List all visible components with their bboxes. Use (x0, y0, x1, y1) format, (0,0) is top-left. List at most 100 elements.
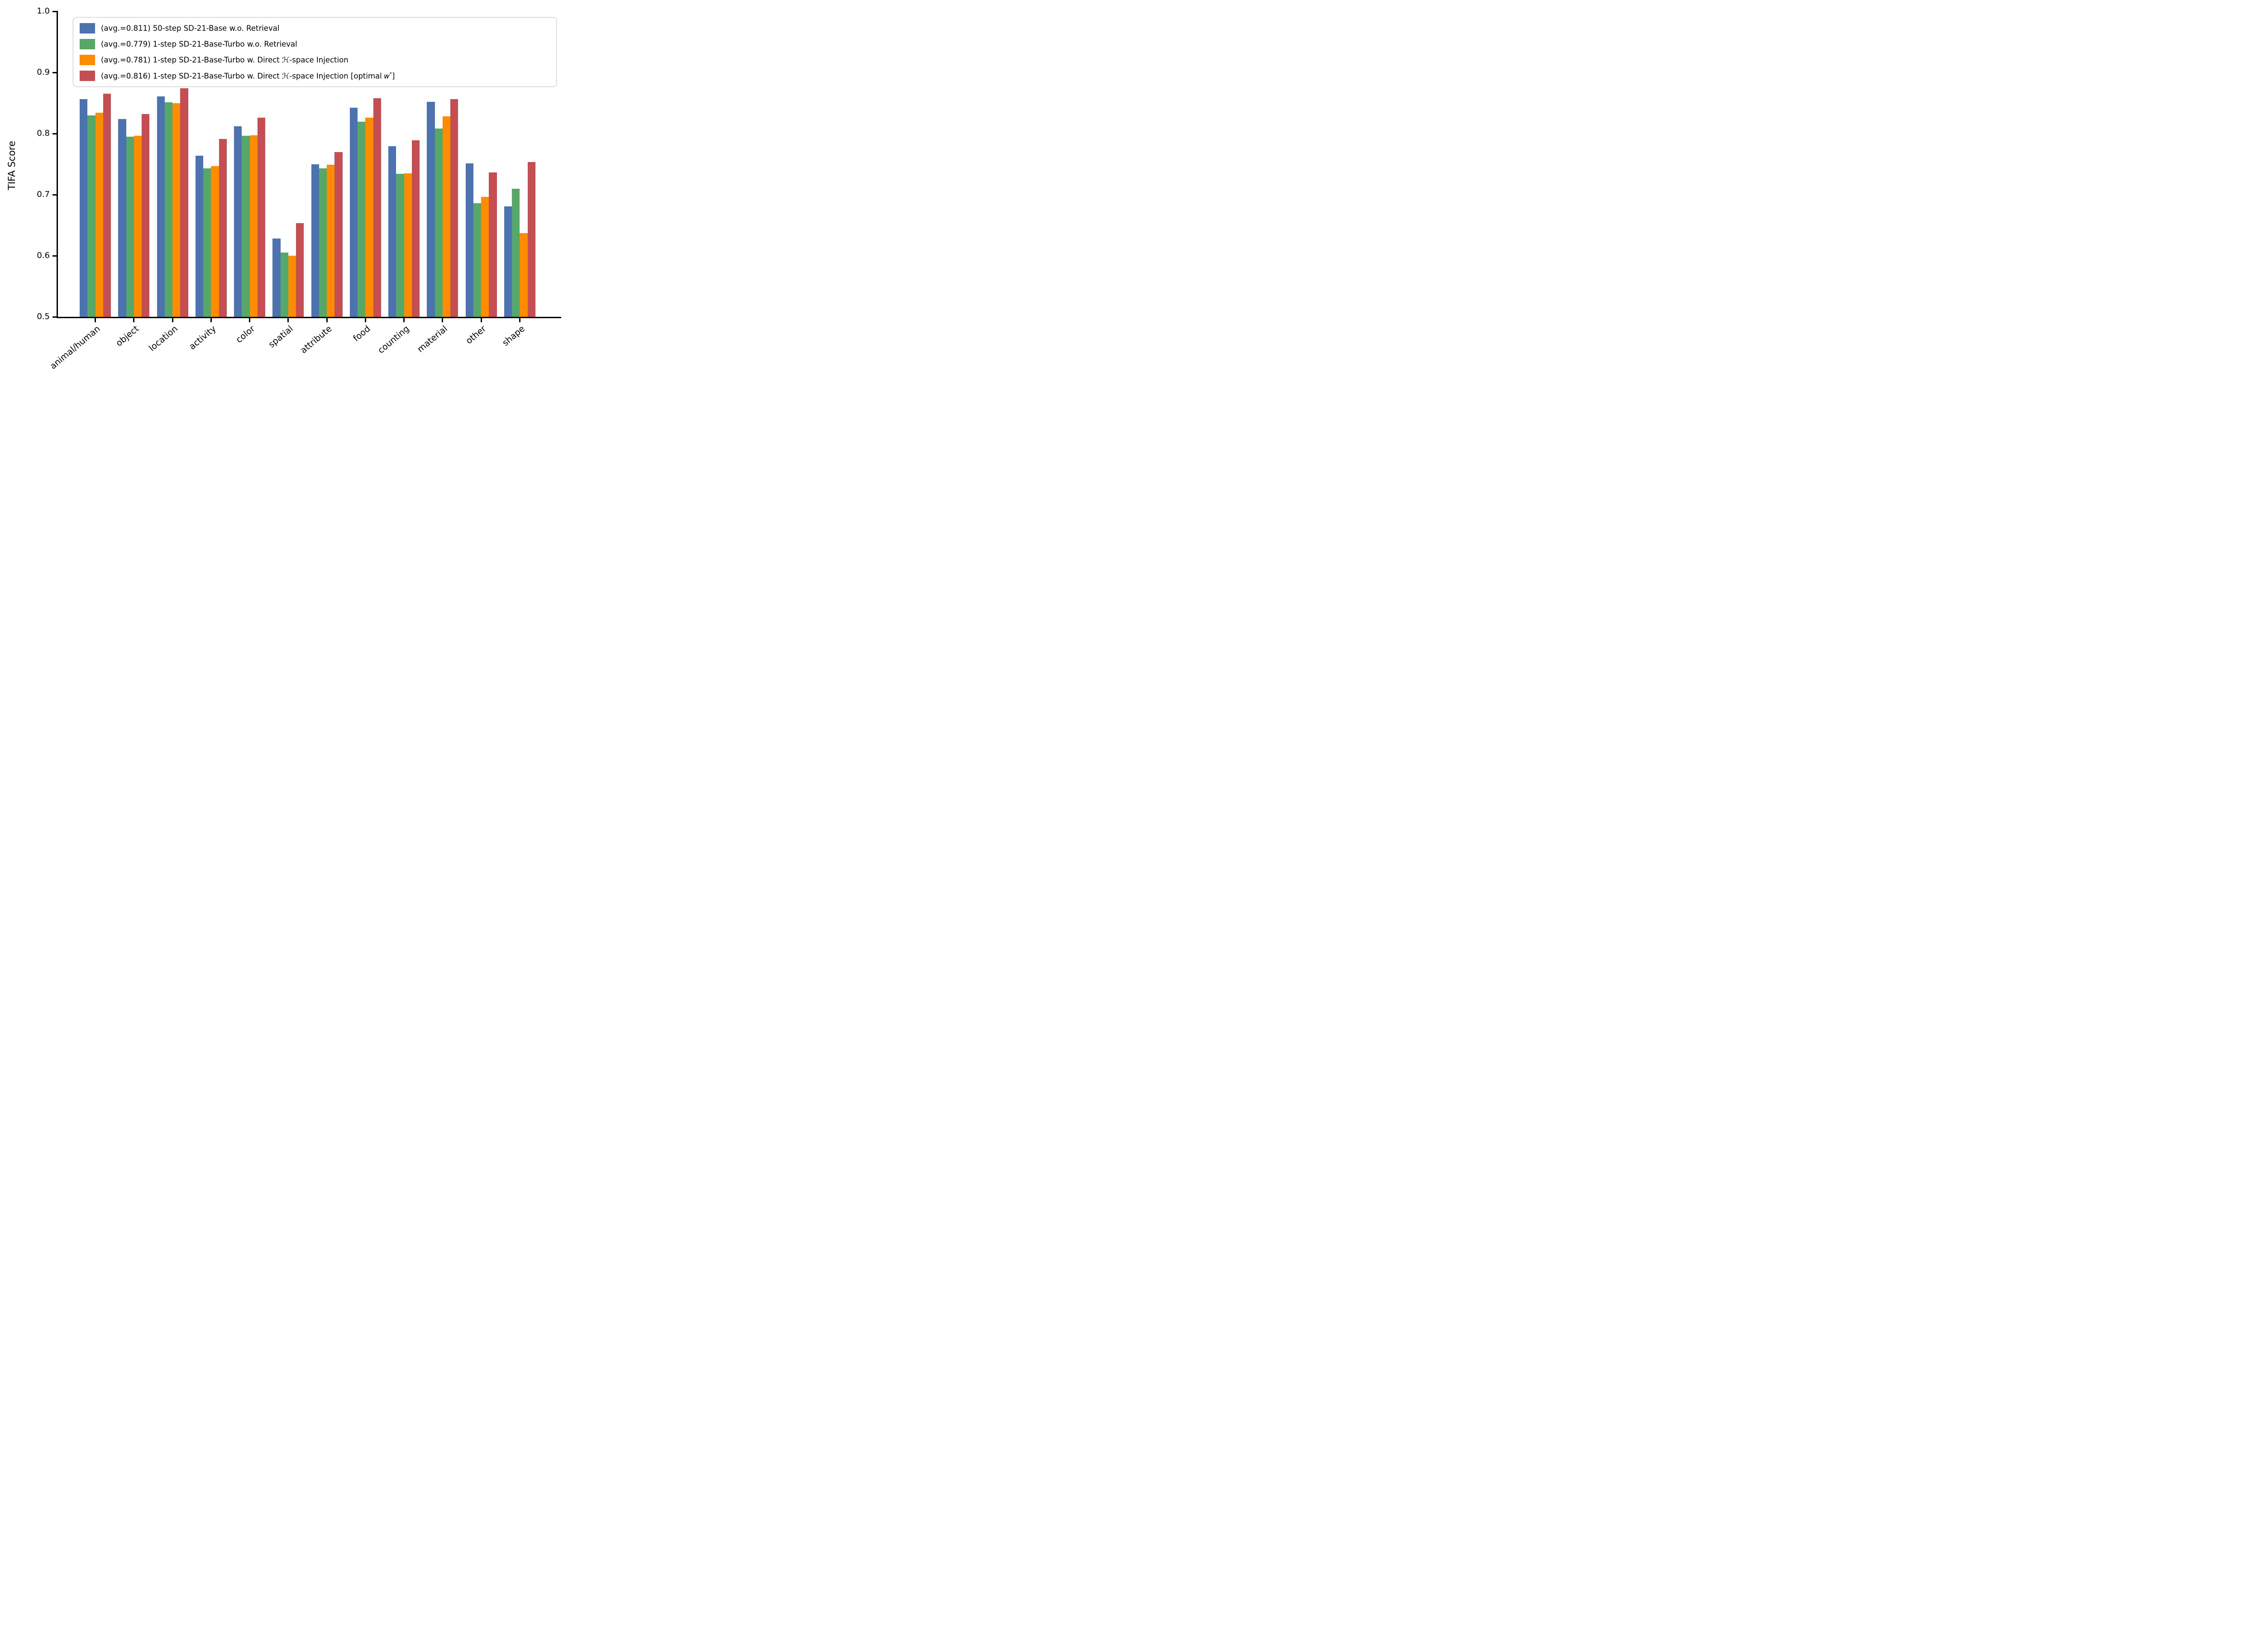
x-tick-label-color: color (234, 324, 257, 345)
bar-counting-series1 (388, 146, 396, 317)
x-tick-mark (364, 318, 366, 322)
legend-label: (avg.=0.816) 1-step SD-21-Base-Turbo w. … (101, 71, 395, 81)
bar-spatial-series3 (288, 256, 296, 317)
y-axis-label: TIFA Score (6, 140, 17, 190)
bar-shape-series2 (512, 188, 520, 317)
bar-color-series3 (249, 135, 258, 317)
bar-location-series1 (157, 96, 165, 317)
legend-swatch-icon (80, 39, 95, 49)
bar-location-series4 (180, 88, 188, 317)
bar-spatial-series4 (296, 223, 304, 317)
bar-attribute-series2 (319, 168, 327, 317)
y-tick-label: 0.8 (37, 129, 50, 138)
x-tick-mark (403, 318, 405, 322)
y-tick-label: 0.9 (37, 67, 50, 77)
y-axis-spine (56, 11, 58, 318)
bar-object-series4 (142, 114, 150, 317)
legend-item: (avg.=0.781) 1-step SD-21-Base-Turbo w. … (80, 55, 550, 65)
bar-other-series2 (473, 203, 481, 317)
bar-chart-figure: 0.5 0.6 0.7 0.8 0.9 1.0 animal/human object loc… (0, 0, 566, 413)
bar-color-series4 (257, 117, 265, 317)
bar-object-series1 (118, 119, 126, 317)
bar-food-series1 (349, 108, 358, 317)
x-tick-mark (480, 318, 482, 322)
bar-activity-series1 (195, 155, 203, 317)
bar-object-series2 (126, 136, 134, 317)
bar-counting-series3 (404, 173, 412, 317)
x-tick-mark (326, 318, 328, 322)
x-tick-mark (249, 318, 250, 322)
legend-label: (avg.=0.781) 1-step SD-21-Base-Turbo w. … (101, 56, 349, 64)
y-tick-mark (52, 316, 57, 318)
legend-label: (avg.=0.779) 1-step SD-21-Base-Turbo w.o… (101, 40, 297, 48)
x-tick-mark (519, 318, 520, 322)
bar-object-series3 (134, 136, 142, 317)
bar-animal-human-series3 (95, 113, 103, 317)
bar-attribute-series3 (327, 164, 335, 317)
x-tick-mark (287, 318, 289, 322)
y-tick-label: 0.5 (37, 312, 50, 321)
x-tick-mark (210, 318, 212, 322)
legend-label: (avg.=0.811) 50-step SD-21-Base w.o. Ret… (101, 24, 280, 33)
bar-material-series2 (434, 129, 443, 317)
bar-shape-series4 (527, 162, 535, 317)
legend-swatch-icon (80, 23, 95, 33)
x-tick-label-location: location (147, 324, 180, 353)
bar-color-series2 (242, 136, 250, 317)
bar-food-series4 (373, 98, 381, 317)
y-tick-label: 0.7 (37, 190, 50, 199)
x-tick-label-spatial: spatial (267, 324, 296, 350)
bar-location-series3 (172, 103, 181, 317)
bar-animal-human-series4 (103, 94, 111, 317)
bar-material-series1 (427, 101, 435, 317)
x-tick-label-material: material (415, 324, 450, 355)
bar-activity-series3 (211, 166, 219, 317)
bar-activity-series2 (203, 168, 211, 317)
x-tick-mark (172, 318, 173, 322)
legend-swatch-icon (80, 71, 95, 81)
bar-food-series3 (365, 117, 373, 317)
bar-attribute-series1 (311, 164, 319, 317)
bar-animal-human-series2 (87, 115, 95, 317)
y-tick-mark (52, 72, 57, 73)
bar-spatial-series2 (280, 253, 288, 317)
bar-color-series1 (234, 126, 242, 317)
bar-activity-series4 (219, 139, 227, 317)
x-tick-label-other: other (464, 324, 488, 346)
plot-area: 0.5 0.6 0.7 0.8 0.9 1.0 animal/human object loc… (0, 0, 566, 413)
bar-other-series1 (465, 163, 473, 317)
y-tick-label: 0.6 (37, 251, 50, 260)
bar-attribute-series4 (334, 152, 343, 317)
legend-item: (avg.=0.779) 1-step SD-21-Base-Turbo w.o… (80, 39, 550, 49)
x-tick-mark (442, 318, 444, 322)
bar-counting-series4 (411, 140, 420, 317)
y-tick-mark (52, 194, 57, 196)
bar-counting-series2 (396, 174, 404, 317)
bar-other-series4 (489, 172, 497, 317)
y-tick-mark (52, 133, 57, 134)
x-tick-label-animal-human: animal/human (48, 324, 102, 372)
y-tick-mark (52, 10, 57, 12)
bar-food-series2 (358, 122, 366, 317)
bar-shape-series1 (504, 206, 512, 317)
x-tick-label-object: object (114, 324, 141, 349)
bar-animal-human-series1 (80, 99, 88, 317)
bar-material-series4 (450, 99, 458, 317)
bar-other-series3 (481, 197, 489, 317)
x-tick-mark (95, 318, 96, 322)
bar-spatial-series1 (272, 239, 281, 317)
x-tick-label-counting: counting (376, 324, 411, 356)
x-tick-label-activity: activity (187, 324, 218, 352)
x-tick-mark (133, 318, 135, 322)
x-tick-label-shape: shape (500, 324, 527, 348)
bar-shape-series3 (520, 233, 528, 317)
y-tick-label: 1.0 (37, 6, 50, 16)
x-tick-label-attribute: attribute (298, 324, 334, 356)
bar-location-series2 (164, 102, 172, 317)
x-axis-spine (56, 317, 561, 318)
bar-material-series3 (442, 116, 450, 317)
x-tick-label-food: food (351, 324, 372, 344)
legend-swatch-icon (80, 55, 95, 65)
y-tick-mark (52, 255, 57, 257)
legend-box: (avg.=0.811) 50-step SD-21-Base w.o. Ret… (73, 17, 557, 87)
